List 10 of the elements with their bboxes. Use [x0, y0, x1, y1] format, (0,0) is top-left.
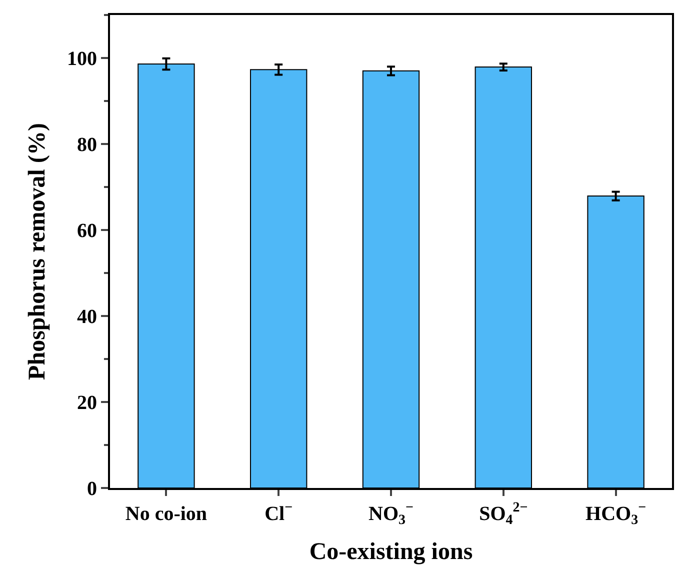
y-tick-label: 80: [77, 134, 97, 156]
y-tick-label: 0: [87, 478, 97, 500]
y-tick-label: 100: [67, 48, 97, 70]
y-tick-label: 20: [77, 392, 97, 414]
x-tick-label: No co-ion: [125, 503, 208, 525]
y-axis-title: Phosphorus removal (%): [24, 123, 51, 380]
x-tick-label: Cl$^{−}$: [264, 500, 293, 525]
x-axis-title: Co-existing ions: [309, 539, 473, 565]
y-tick-label: 60: [77, 220, 97, 242]
y-tick-label: 40: [77, 306, 97, 328]
